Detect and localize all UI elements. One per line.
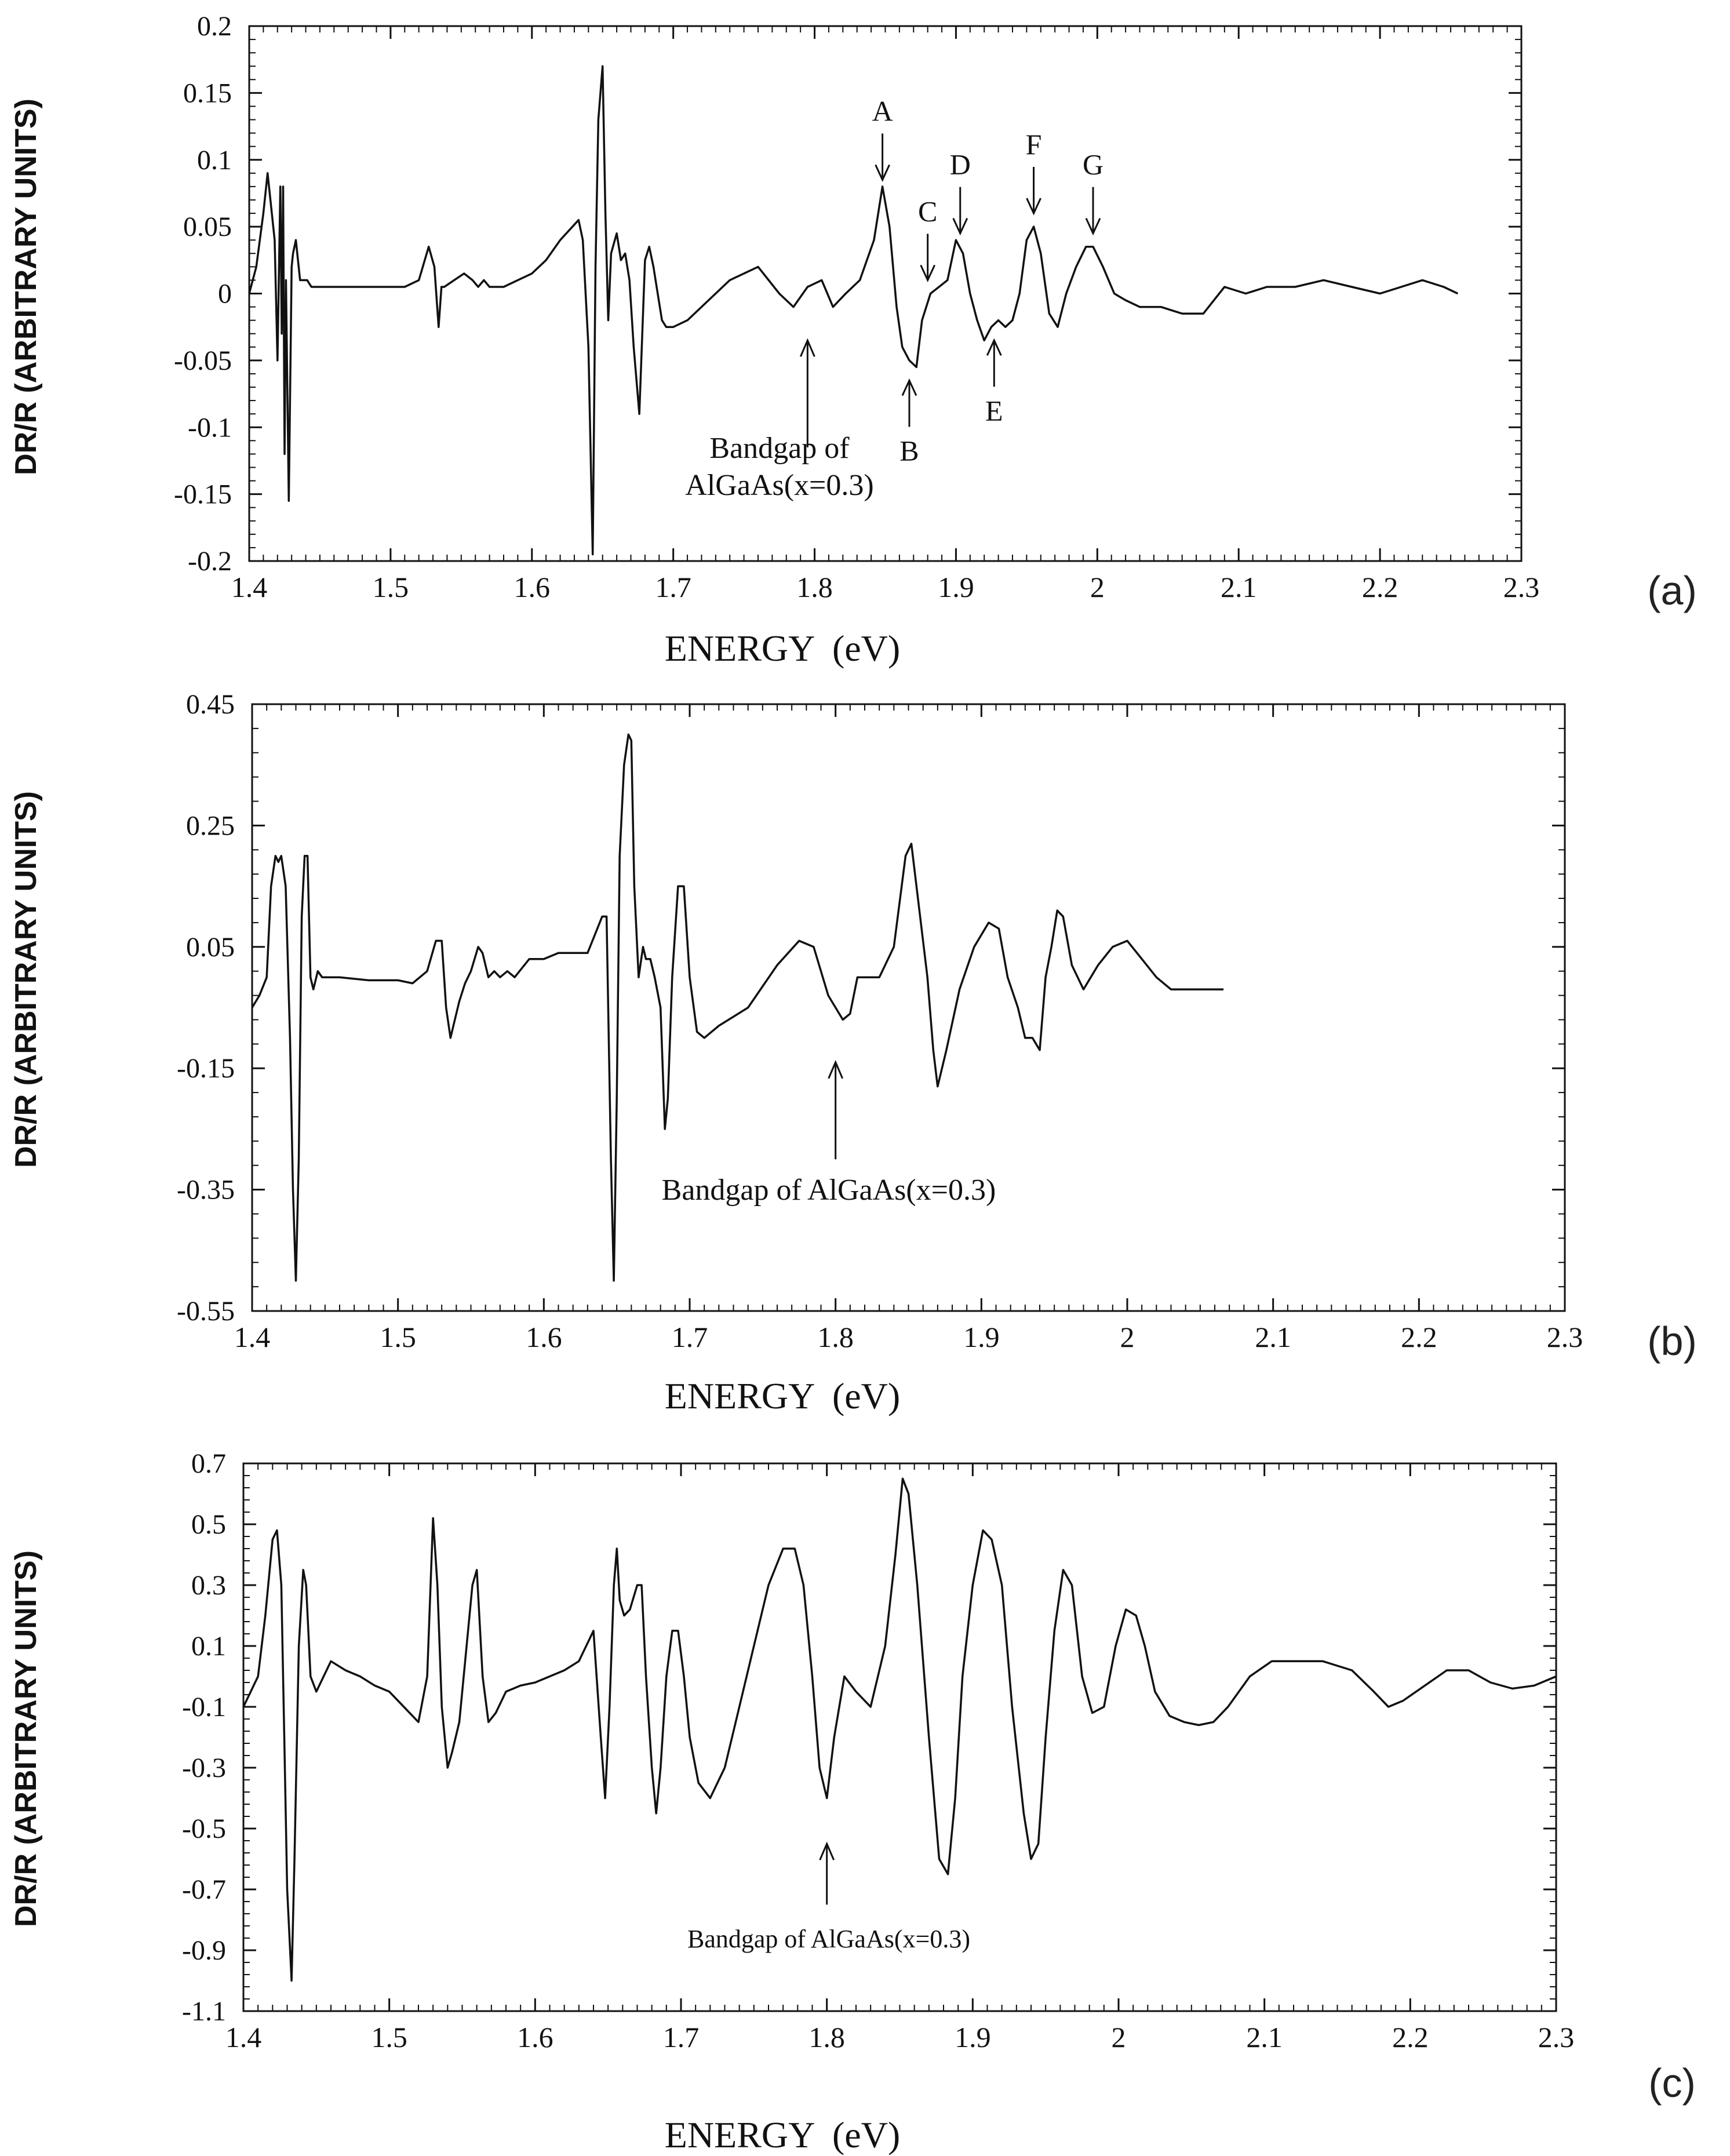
plot-frame: [251, 703, 1566, 1312]
y-tick-label: -0.55: [177, 1296, 235, 1327]
x-tick-label: 2.3: [1538, 2021, 1575, 2053]
x-tick-label: 2.2: [1392, 2021, 1429, 2053]
x-tick-label: 1.6: [526, 1321, 562, 1353]
annotation-arrow-head: [1026, 198, 1041, 216]
y-tick-label: 0.1: [191, 1631, 226, 1662]
y-tick-label: -0.3: [182, 1753, 226, 1783]
y-tick-label: -0.5: [182, 1813, 226, 1844]
bandgap-arrow-head: [828, 1059, 844, 1079]
annotation-arrow-head: [875, 164, 890, 182]
y-tick-label: 0.05: [186, 932, 235, 963]
x-tick-label: 1.7: [655, 571, 691, 603]
x-axis-label: ENERGY (eV): [665, 628, 900, 669]
y-tick-label: -0.35: [177, 1175, 235, 1206]
x-tick-label: 2.1: [1255, 1321, 1291, 1353]
y-tick-label: -0.15: [177, 1053, 235, 1084]
y-tick-label: -0.7: [182, 1874, 226, 1905]
y-tick-label: 0.25: [186, 810, 235, 841]
x-tick-label: 1.4: [225, 2021, 262, 2053]
y-tick-label: 0.05: [183, 212, 232, 242]
x-tick-label: 1.5: [371, 2021, 407, 2053]
x-tick-label: 1.8: [808, 2021, 845, 2053]
x-tick-label: 1.4: [234, 1321, 271, 1353]
bandgap-arrow-head: [819, 1841, 835, 1860]
x-tick-label: 1.7: [672, 1321, 708, 1353]
y-axis-label: DR/R (ARBITRARY UNITS): [9, 1550, 43, 1927]
y-tick-label: -0.2: [188, 546, 232, 577]
x-axis-label: ENERGY (eV): [665, 1375, 900, 1416]
x-tick-label: 2.3: [1503, 571, 1540, 603]
x-tick-label: 2.2: [1401, 1321, 1437, 1353]
x-tick-label: 2.2: [1362, 571, 1398, 603]
annotation-label-f: F: [1026, 128, 1042, 161]
x-tick-label: 2: [1090, 571, 1105, 603]
annotation-arrow-head: [901, 378, 917, 396]
annotation-label-a: A: [872, 94, 893, 127]
bandgap-note: AlGaAs(x=0.3): [685, 469, 873, 502]
annotation-arrow-head: [952, 218, 968, 236]
x-tick-label: 1.6: [514, 571, 551, 603]
y-axis-label: DR/R (ARBITRARY UNITS): [9, 99, 43, 475]
x-tick-label: 1.4: [231, 571, 268, 603]
x-tick-label: 1.8: [796, 571, 833, 603]
y-tick-label: 0.1: [197, 145, 232, 176]
y-tick-label: 0.15: [183, 78, 232, 108]
x-tick-label: 2: [1120, 1321, 1135, 1353]
annotation-label-c: C: [918, 195, 937, 227]
annotation-label-g: G: [1083, 148, 1103, 181]
x-tick-label: 1.5: [373, 571, 409, 603]
annotation-arrow-head: [920, 264, 936, 283]
chart-panel-c: DR/R (ARBITRARY UNITS) ENERGY (eV) (c) 1…: [9, 1448, 1696, 2155]
y-tick-label: 0.7: [191, 1448, 226, 1479]
y-tick-label: 0.2: [197, 11, 232, 42]
x-axis-label: ENERGY (eV): [665, 2114, 900, 2155]
y-tick-label: -0.05: [174, 345, 232, 376]
annotation-label-e: E: [985, 394, 1003, 427]
x-tick-label: 1.9: [938, 571, 974, 603]
y-tick-label: -0.1: [182, 1692, 226, 1722]
annotation-label-d: D: [950, 148, 971, 181]
y-tick-label: -0.1: [188, 412, 232, 443]
x-tick-label: 1.5: [380, 1321, 416, 1353]
y-tick-label: -0.15: [174, 479, 232, 510]
annotation-arrow-head: [1085, 218, 1101, 236]
x-tick-label: 2: [1112, 2021, 1126, 2053]
panel-label: (c): [1648, 2060, 1696, 2106]
bandgap-arrow-head: [799, 338, 815, 357]
chart-panel-a: DR/R (ARBITRARY UNITS) ENERGY (eV) (a) 1…: [9, 11, 1697, 669]
x-tick-label: 2.3: [1547, 1321, 1583, 1353]
data-series-line: [242, 1477, 1557, 1982]
x-tick-label: 1.9: [963, 1321, 1000, 1353]
x-tick-label: 2.1: [1221, 571, 1257, 603]
x-tick-label: 2.1: [1246, 2021, 1283, 2053]
x-tick-label: 1.9: [955, 2021, 991, 2053]
annotation-arrow-head: [986, 338, 1002, 356]
y-tick-label: -1.1: [182, 1996, 226, 2027]
chart-panel-b: DR/R (ARBITRARY UNITS) ENERGY (eV) (b) 1…: [9, 689, 1697, 1416]
bandgap-note: Bandgap of AlGaAs(x=0.3): [662, 1174, 996, 1207]
panel-label: (b): [1647, 1319, 1697, 1364]
y-tick-label: 0.5: [191, 1509, 226, 1540]
y-tick-label: 0.45: [186, 689, 235, 720]
bandgap-note: Bandgap of: [709, 432, 850, 465]
bandgap-note: Bandgap of AlGaAs(x=0.3): [687, 1925, 970, 1953]
panel-label: (a): [1647, 568, 1697, 613]
data-series-line: [248, 65, 1459, 556]
y-tick-label: 0: [218, 279, 232, 309]
annotation-label-b: B: [899, 434, 919, 467]
x-tick-label: 1.7: [663, 2021, 700, 2053]
data-series-line: [251, 733, 1224, 1282]
y-tick-label: -0.9: [182, 1935, 226, 1966]
x-tick-label: 1.8: [817, 1321, 854, 1353]
x-tick-label: 1.6: [517, 2021, 553, 2053]
y-axis-label: DR/R (ARBITRARY UNITS): [9, 791, 43, 1168]
y-tick-label: 0.3: [191, 1570, 226, 1601]
